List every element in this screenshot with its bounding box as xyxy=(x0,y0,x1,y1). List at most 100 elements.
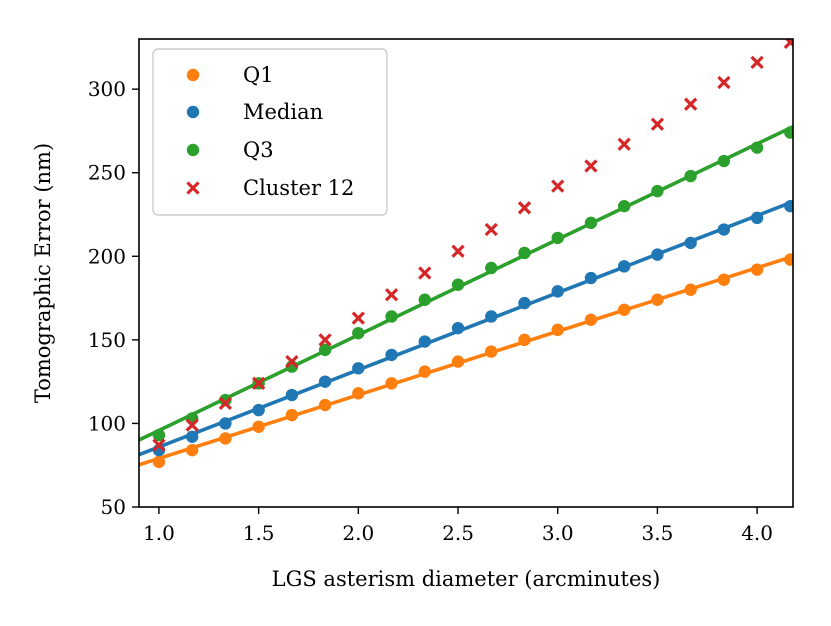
data-point xyxy=(152,438,166,452)
data-point xyxy=(783,39,793,49)
y-tick-label: 150 xyxy=(88,328,126,352)
data-point xyxy=(252,403,265,417)
data-point xyxy=(352,387,365,400)
series-q1 xyxy=(139,253,793,469)
data-point xyxy=(651,184,664,198)
legend-label: Median xyxy=(243,100,323,124)
legend-label: Cluster 12 xyxy=(243,176,354,200)
data-point xyxy=(385,310,398,323)
data-point xyxy=(651,248,664,261)
legend-entry: Cluster 12 xyxy=(186,176,354,200)
data-point xyxy=(318,398,332,412)
data-point xyxy=(684,169,697,183)
data-point xyxy=(551,323,564,337)
data-point xyxy=(584,271,598,285)
series-median xyxy=(139,199,793,457)
data-point xyxy=(485,310,498,323)
legend-marker-x xyxy=(186,181,200,195)
legend-entry: Q3 xyxy=(186,138,274,162)
legend-entry: Median xyxy=(186,100,323,124)
y-tick-label: 50 xyxy=(101,495,126,519)
data-point xyxy=(485,345,498,358)
series-layer xyxy=(139,39,793,469)
y-tick-label: 300 xyxy=(88,77,126,101)
legend-label: Q1 xyxy=(243,63,274,87)
data-point xyxy=(717,223,731,236)
data-point xyxy=(385,377,398,390)
data-point xyxy=(451,278,465,291)
y-tick-label: 250 xyxy=(88,161,126,185)
data-point xyxy=(418,335,431,348)
data-point xyxy=(485,261,498,275)
data-point xyxy=(218,396,233,411)
data-point xyxy=(717,154,731,168)
data-point xyxy=(484,222,498,237)
y-axis: 50 100 150 200 250 300 xyxy=(88,77,139,519)
series-cluster-12 xyxy=(152,39,793,452)
data-point xyxy=(551,179,565,193)
x-tick-label: 1.5 xyxy=(243,521,275,545)
data-point xyxy=(385,348,398,362)
data-point xyxy=(551,231,564,245)
legend-marker-circle xyxy=(186,143,200,157)
data-point xyxy=(185,418,199,432)
legend-marker-circle xyxy=(186,105,200,119)
data-point xyxy=(219,417,232,430)
data-point xyxy=(318,343,332,357)
series-q3 xyxy=(139,125,793,442)
data-point xyxy=(750,263,764,276)
data-point xyxy=(584,159,598,173)
x-tick-label: 4.0 xyxy=(741,521,773,545)
data-point xyxy=(784,199,793,213)
fit-line xyxy=(139,254,793,467)
y-tick-label: 200 xyxy=(88,244,126,268)
data-point xyxy=(684,283,697,296)
data-point xyxy=(750,141,764,154)
data-point xyxy=(185,430,199,443)
data-point xyxy=(617,137,631,151)
data-point xyxy=(384,288,399,302)
data-point xyxy=(351,311,365,325)
data-point xyxy=(418,293,431,306)
data-point xyxy=(318,333,332,347)
data-point xyxy=(252,376,266,390)
x-axis-label: LGS asterism diameter (arcminutes) xyxy=(272,567,661,591)
data-point xyxy=(252,420,265,433)
data-point xyxy=(219,432,232,445)
data-point xyxy=(418,365,431,378)
data-point xyxy=(518,333,531,347)
x-tick-label: 2.0 xyxy=(342,521,374,545)
x-tick-label: 2.5 xyxy=(442,521,474,545)
data-point xyxy=(451,321,465,335)
data-point xyxy=(650,117,665,131)
y-axis-label: Tomographic Error (nm) xyxy=(31,143,55,403)
data-point xyxy=(517,201,532,215)
data-point xyxy=(418,266,432,280)
data-point xyxy=(318,375,332,388)
data-point xyxy=(185,443,199,457)
x-tick-label: 3.5 xyxy=(642,521,674,545)
data-point xyxy=(784,253,793,266)
data-point xyxy=(717,273,731,286)
plot-frame xyxy=(138,38,794,508)
data-point xyxy=(684,236,697,250)
data-point xyxy=(285,388,299,402)
data-point xyxy=(684,97,698,111)
data-point xyxy=(750,55,764,70)
data-point xyxy=(584,313,598,326)
data-point xyxy=(551,285,564,298)
data-point xyxy=(285,408,299,422)
data-point xyxy=(584,216,598,230)
data-point xyxy=(219,393,232,407)
data-point xyxy=(152,428,166,442)
fit-line xyxy=(139,125,793,442)
x-axis: 1.0 1.5 2.0 2.5 3.0 3.5 4.0 xyxy=(143,507,773,545)
data-point xyxy=(285,354,299,369)
x-tick-label: 3.0 xyxy=(542,521,574,545)
data-point xyxy=(651,293,664,306)
data-point xyxy=(750,211,764,225)
data-point xyxy=(717,75,731,90)
data-point xyxy=(617,199,631,213)
